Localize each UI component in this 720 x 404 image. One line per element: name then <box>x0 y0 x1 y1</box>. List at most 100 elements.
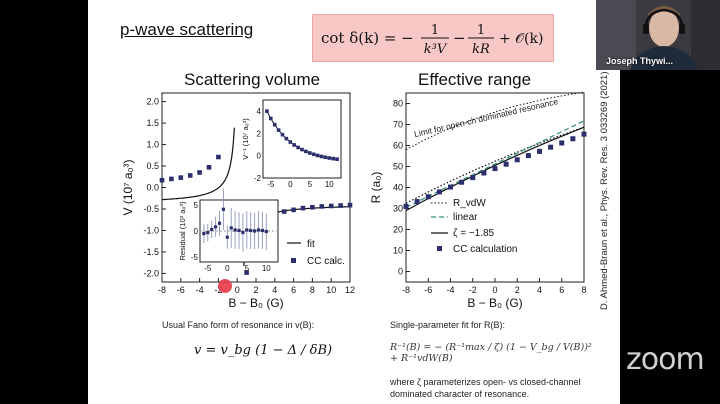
participant-avatar <box>596 0 720 70</box>
inset-bottom-point <box>229 226 233 230</box>
right-ytick-label: 20 <box>393 225 403 235</box>
inset-bottom-point <box>264 229 268 234</box>
inset-top-point <box>331 156 335 161</box>
left-ytick-label: -0.5 <box>143 204 159 214</box>
left-data-point <box>178 175 184 180</box>
left-ytick-label: 2.0 <box>146 97 159 107</box>
zoom-logo: zoom <box>626 342 705 377</box>
cc-calculation-point <box>481 170 487 176</box>
legend-linear-label: linear <box>453 212 478 223</box>
formula-svg: cot δ(k) = − 1 k³V − 1 kR + 𝒪(k) <box>321 23 543 57</box>
inset-bottom-point <box>202 231 206 236</box>
inset-top-ytick: -2 <box>254 174 262 183</box>
left-data-point <box>206 165 212 170</box>
inset-bottom-point <box>253 229 257 233</box>
inset-bottom-ytick: -5 <box>191 253 199 262</box>
left-panel-title: Scattering volume <box>184 70 321 89</box>
limit-annotation: Limit for open-ch dominated resonance <box>413 96 559 139</box>
left-ytick-label: -1.0 <box>143 225 159 235</box>
left-xtick-label: -8 <box>158 285 166 295</box>
inset-bottom-xtick: -5 <box>204 264 212 273</box>
left-data-point <box>197 170 202 175</box>
inset-top-xtick: 5 <box>308 180 313 189</box>
inset-bottom-point <box>245 228 249 232</box>
inset-bottom-point <box>206 230 210 235</box>
legend-cc-marker <box>291 258 296 263</box>
inset-bottom-point <box>214 225 218 229</box>
right-xtick-label: -8 <box>402 285 410 295</box>
inset-top-point <box>323 155 328 160</box>
left-xtick-label: -4 <box>196 285 204 295</box>
inset-bottom-point <box>256 228 261 232</box>
inset-top-point <box>327 156 332 160</box>
formula-t1-den: k³V <box>424 42 448 57</box>
cc-calculation-point <box>503 161 509 167</box>
right-ytick-label: 10 <box>393 246 403 256</box>
video-thumbnail[interactable]: Joseph Thywi... <box>596 0 720 70</box>
left-xtick-label: 6 <box>291 285 296 295</box>
left-data-point <box>300 205 306 211</box>
inset-bottom-point <box>241 230 245 235</box>
scattering-volume-chart: -8 -6 -4 -2 0 2 4 6 8 10 12 -2.0 -1.5 -1.0 -0.5 0.0 0.5 1… <box>121 92 355 310</box>
left-xtick-label: 4 <box>272 285 277 295</box>
formula-t2-den: kR <box>472 42 490 57</box>
pointer-cursor <box>218 279 232 293</box>
cc-calculation-point <box>436 189 442 195</box>
range-fit-formula: R⁻¹(B) = − (R⁻¹max / ζ) (1 − V_bg / V(B)… <box>390 342 592 364</box>
left-xtick-label: 8 <box>310 285 315 295</box>
right-xtick-label: 2 <box>515 285 520 295</box>
inset-top-ytick: 0 <box>257 152 262 161</box>
inset-top-point <box>284 136 289 141</box>
formula-t2-num: 1 <box>477 23 485 38</box>
participant-name: Joseph Thywi... <box>606 56 674 66</box>
left-data-point <box>187 173 193 178</box>
left-data-point <box>244 270 249 275</box>
right-ylabel: R (a₀) <box>369 172 383 204</box>
cc-calculation-point <box>514 157 520 163</box>
left-data-point <box>281 209 287 214</box>
cc-calculation-point <box>570 136 576 142</box>
left-xtick-label: 12 <box>345 285 355 295</box>
left-ytick-label: 0.5 <box>146 161 159 171</box>
cc-calculation-point <box>525 153 531 159</box>
series-solid-line <box>405 126 585 212</box>
slide-title: p-wave scattering <box>120 20 254 39</box>
right-xtick-label: 4 <box>537 285 542 295</box>
inset-bottom-point <box>221 207 225 211</box>
inset-top-point <box>308 151 312 155</box>
right-xtick-label: 6 <box>559 285 564 295</box>
citation: D. Ahmed-Braun et al., Phys. Rev. Res. 3… <box>599 71 610 310</box>
right-note: Single-parameter fit for R(B): <box>390 320 506 330</box>
right-ytick-label: 0 <box>398 267 403 277</box>
left-ylabel: V (10⁷ a₀³) <box>121 159 135 215</box>
inset-top-point <box>300 147 304 152</box>
right-ytick-label: 80 <box>393 99 403 109</box>
left-xtick-label: 2 <box>253 285 258 295</box>
left-ytick-label: 0.0 <box>146 183 159 193</box>
legend-cc-label: CC calc. <box>307 256 345 267</box>
legend-cc-marker <box>437 246 442 251</box>
left-data-point <box>310 204 315 210</box>
inset-bottom-xtick: 10 <box>262 264 271 273</box>
cc-calculation-point <box>403 203 409 209</box>
left-data-point <box>338 203 343 208</box>
cc-calculation-point <box>581 131 587 137</box>
inset-top-point <box>269 116 273 121</box>
inset-bottom-point <box>237 228 241 233</box>
left-data-point <box>216 154 221 160</box>
inset-top-point <box>315 153 320 158</box>
inset-bottom-point <box>249 228 253 233</box>
inset-top-point <box>288 140 293 144</box>
right-bottom-note: where ζ parameterizes open- vs closed-ch… <box>390 377 581 399</box>
right-xtick-label: -4 <box>446 285 454 295</box>
inset-bottom-point <box>225 235 229 239</box>
legend-cc-label: CC calculation <box>453 244 517 255</box>
limit-curve <box>405 91 585 151</box>
cc-calculation-point <box>425 194 431 200</box>
right-xtick-label: -6 <box>424 285 432 295</box>
inset-top-point <box>272 122 277 127</box>
charts-svg: -8 -6 -4 -2 0 2 4 6 8 10 12 -2.0 -1.5 -1.0 -0.5 0.0 0.5 1… <box>121 91 587 310</box>
left-note: Usual Fano form of resonance in v(B): <box>162 320 315 330</box>
formula-minus: − <box>453 29 466 47</box>
left-data-point <box>169 176 174 182</box>
